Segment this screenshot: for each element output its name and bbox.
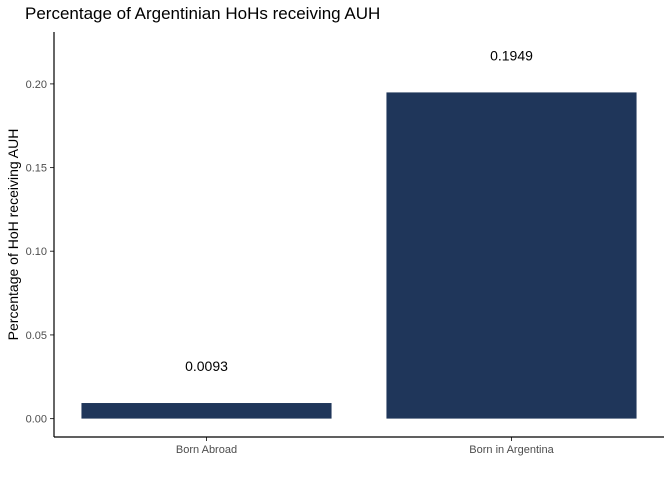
y-tick-label-1: 0.05 bbox=[26, 330, 47, 342]
y-tick-label-3: 0.15 bbox=[26, 163, 47, 175]
bar-1 bbox=[386, 92, 637, 419]
y-tick-label-0: 0.00 bbox=[26, 414, 47, 426]
y-axis-title: Percentage of HoH receiving AUH bbox=[5, 129, 21, 341]
data-label-1: 0.1949 bbox=[490, 48, 533, 64]
x-tick-label-0: Born Abroad bbox=[176, 444, 237, 456]
data-label-0: 0.0093 bbox=[185, 358, 228, 374]
y-tick-label-2: 0.10 bbox=[26, 246, 47, 258]
x-tick-label-1: Born in Argentina bbox=[469, 444, 554, 456]
y-tick-label-4: 0.20 bbox=[26, 79, 47, 91]
bar-0 bbox=[81, 403, 332, 419]
chart-title: Percentage of Argentinian HoHs receiving… bbox=[25, 4, 381, 23]
